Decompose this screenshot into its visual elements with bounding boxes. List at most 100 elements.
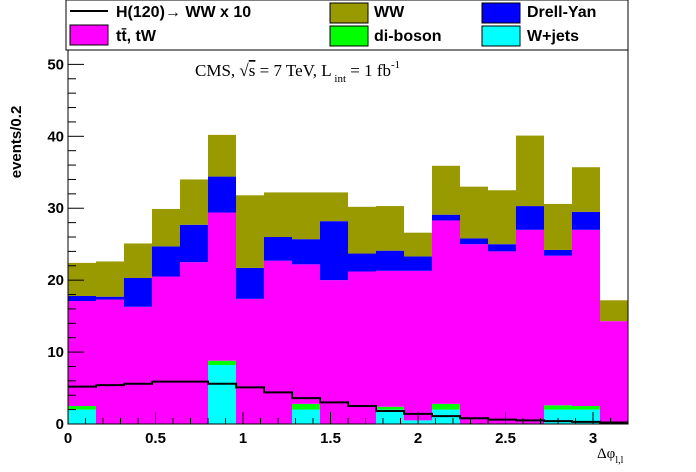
bar-drell-yan-4 xyxy=(180,224,208,263)
bar-tt-tw-7 xyxy=(264,260,292,424)
legend-label-diboson: di-boson xyxy=(374,28,442,45)
legend-label-ww: WW xyxy=(374,4,405,21)
bar-tt-tw-4 xyxy=(180,262,208,424)
bar-w-jets-8 xyxy=(292,409,320,424)
bar-ww-5 xyxy=(208,134,236,177)
signal-line xyxy=(68,380,628,424)
bar-di-boson-17 xyxy=(544,405,572,410)
bar-tt-tw-18 xyxy=(572,229,600,407)
bar-drell-yan-13 xyxy=(432,214,460,221)
x-tick-label-4: 2 xyxy=(414,430,422,447)
x-axis-title: Δφl,l xyxy=(597,446,624,466)
bar-ww-7 xyxy=(264,192,292,237)
bar-tt-tw-16 xyxy=(516,229,544,424)
bar-drell-yan-10 xyxy=(348,253,376,272)
bar-ww-11 xyxy=(376,206,404,251)
axis-ticks xyxy=(67,63,611,425)
bar-drell-yan-2 xyxy=(124,277,152,307)
y-axis-title: events/0.2 xyxy=(8,106,25,179)
legend-label-wjets: W+jets xyxy=(527,28,579,45)
x-tick-label-0: 0 xyxy=(64,430,72,447)
bar-di-boson-5 xyxy=(208,360,236,366)
bar-tt-tw-11 xyxy=(376,270,404,407)
bar-tt-tw-12 xyxy=(404,270,432,421)
bar-ww-13 xyxy=(432,165,460,215)
y-tick-label-0: 0 xyxy=(56,416,64,433)
bar-drell-yan-8 xyxy=(292,239,320,265)
signal-step-line xyxy=(68,380,628,424)
bar-tt-tw-5 xyxy=(208,212,236,361)
bar-drell-yan-15 xyxy=(488,244,516,252)
legend-label-drellyan: Drell-Yan xyxy=(527,4,596,21)
legend: H(120)→ WW x 10 tt̄, tW WW di-boson Drel… xyxy=(65,0,629,51)
bar-drell-yan-12 xyxy=(404,256,432,271)
bar-drell-yan-16 xyxy=(516,206,544,230)
y-tick-label-4: 40 xyxy=(47,128,64,145)
bar-drell-yan-0 xyxy=(68,295,96,302)
x-tick-label-5: 2.5 xyxy=(495,430,516,447)
bar-ww-8 xyxy=(292,192,320,240)
bar-tt-tw-6 xyxy=(236,298,264,424)
legend-swatch-ttbar xyxy=(69,24,109,46)
bar-ww-3 xyxy=(152,208,180,247)
legend-label-ttbar: tt̄, tW xyxy=(116,27,157,45)
bar-tt-tw-13 xyxy=(432,220,460,404)
bar-di-boson-8 xyxy=(292,403,320,410)
bar-di-boson-0 xyxy=(68,406,96,410)
bar-ww-14 xyxy=(460,186,488,239)
bar-ww-18 xyxy=(572,167,600,212)
y-tick-label-2: 20 xyxy=(47,272,64,289)
bar-ww-4 xyxy=(180,179,208,225)
x-tick-label-2: 1 xyxy=(239,430,247,447)
bar-drell-yan-6 xyxy=(236,267,264,299)
legend-swatch-wjets xyxy=(481,25,521,47)
bar-di-boson-11 xyxy=(376,406,404,410)
x-tick-label-1: 0.5 xyxy=(145,430,166,447)
bar-ww-19 xyxy=(600,300,628,322)
bar-drell-yan-1 xyxy=(96,296,124,300)
bar-ww-15 xyxy=(488,190,516,245)
bar-w-jets-5 xyxy=(208,365,236,424)
bar-drell-yan-9 xyxy=(320,221,348,281)
bar-ww-12 xyxy=(404,232,432,257)
annotation-prefix: CMS, √s = 7 TeV, L int = 1 fb-1 xyxy=(195,59,400,85)
legend-label-signal: H(120)→ WW x 10 xyxy=(116,4,251,21)
cms-annotation: CMS, √s = 7 TeV, L int = 1 fb-1 xyxy=(195,59,400,85)
bar-drell-yan-11 xyxy=(376,250,404,271)
bar-drell-yan-7 xyxy=(264,237,292,261)
bar-ww-9 xyxy=(320,192,348,222)
bar-drell-yan-14 xyxy=(460,238,488,245)
x-tick-label-3: 1.5 xyxy=(320,430,341,447)
bar-drell-yan-5 xyxy=(208,176,236,213)
bar-w-jets-0 xyxy=(68,409,96,424)
bar-tt-tw-10 xyxy=(348,271,376,424)
bar-ww-2 xyxy=(124,243,152,278)
bar-drell-yan-3 xyxy=(152,246,180,277)
bar-tt-tw-0 xyxy=(68,301,96,407)
bar-ww-6 xyxy=(236,195,264,268)
bar-ww-16 xyxy=(516,135,544,207)
bar-ww-0 xyxy=(68,262,96,296)
bar-tt-tw-15 xyxy=(488,251,516,424)
bar-tt-tw-3 xyxy=(152,276,180,424)
x-tick-label-6: 3 xyxy=(589,430,597,447)
bar-ww-17 xyxy=(544,203,572,250)
bar-drell-yan-18 xyxy=(572,211,600,230)
bar-drell-yan-17 xyxy=(544,249,572,256)
legend-swatch-ww xyxy=(329,2,369,24)
bar-ww-1 xyxy=(96,261,124,297)
bar-ww-10 xyxy=(348,206,376,254)
bar-tt-tw-2 xyxy=(124,306,152,424)
bar-di-boson-18 xyxy=(572,406,600,410)
legend-swatch-diboson xyxy=(329,25,369,47)
bar-tt-tw-19 xyxy=(600,321,628,424)
bar-di-boson-13 xyxy=(432,403,460,410)
bar-tt-tw-9 xyxy=(320,280,348,424)
bar-tt-tw-8 xyxy=(292,264,320,404)
bar-tt-tw-17 xyxy=(544,255,572,406)
bar-tt-tw-1 xyxy=(96,299,124,424)
y-tick-label-5: 50 xyxy=(47,56,64,73)
bar-tt-tw-14 xyxy=(460,244,488,424)
